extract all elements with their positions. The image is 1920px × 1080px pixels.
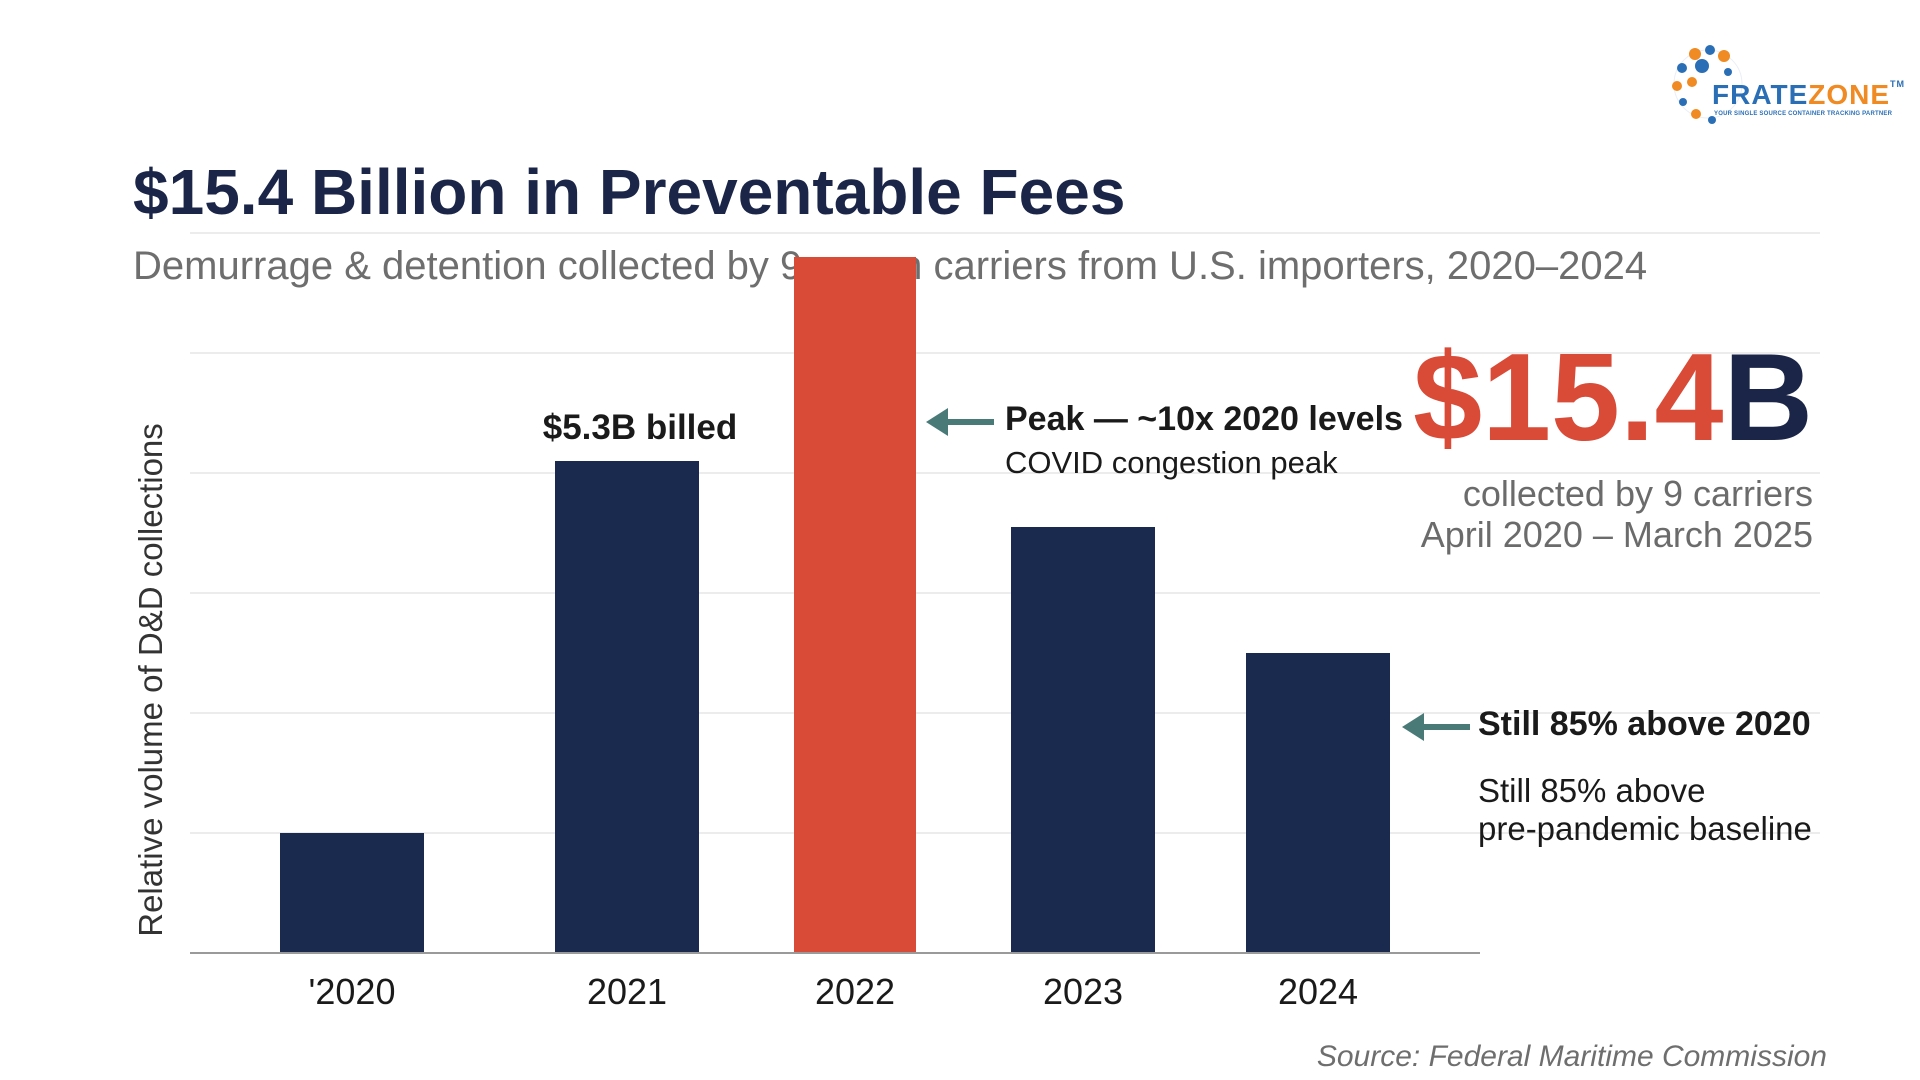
bars [280, 257, 1390, 953]
x-tick-labels: '2020 2021 2022 2023 2024 [309, 971, 1359, 1012]
peak-annotation-subtitle: COVID congestion peak [1005, 445, 1338, 480]
bar-2023 [1011, 527, 1155, 953]
logo-wordmark-part2: ZONE [1808, 79, 1891, 110]
grid-lines [190, 232, 1820, 834]
stat-caption-period: April 2020 – March 2025 [1420, 514, 1813, 555]
still-above-annotation-line1: Still 85% above [1478, 772, 1706, 809]
logo-wordmark-part1: FRATE [1712, 79, 1809, 110]
total-fees-unit: B [1723, 329, 1813, 467]
bar-2021 [555, 461, 699, 953]
fratezone-logo: FRATEZONETM YOUR SINGLE SOURCE CONTAINER… [1668, 34, 1908, 134]
still-above-annotation-line2: pre-pandemic baseline [1478, 810, 1812, 847]
y-axis-label: Relative volume of D&D collections [132, 423, 169, 937]
globe-icon [1672, 45, 1743, 124]
bar-2020 [280, 833, 424, 953]
logo-trademark: TM [1890, 79, 1906, 89]
x-tick-label: 2023 [1043, 971, 1123, 1012]
x-tick-label: '2020 [309, 971, 396, 1012]
still-above-arrow-icon [1402, 713, 1470, 741]
x-tick-label: 2021 [587, 971, 667, 1012]
total-fees-stat: $15.4B [1413, 336, 1813, 460]
still-above-annotation-title: Still 85% above 2020 [1478, 705, 1811, 743]
bar-2022 [794, 257, 916, 953]
total-fees-value: $15.4 [1413, 329, 1724, 467]
bar-2024 [1246, 653, 1390, 953]
x-tick-label: 2022 [815, 971, 895, 1012]
bar-2021-value-label: $5.3B billed [543, 408, 738, 447]
peak-arrow-icon [926, 408, 994, 436]
logo-wordmark: FRATEZONETM [1712, 79, 1905, 111]
source-note: Source: Federal Maritime Commission [1316, 1040, 1827, 1073]
x-tick-label: 2024 [1278, 971, 1358, 1012]
chart-title: $15.4 Billion in Preventable Fees [133, 156, 1126, 228]
logo-tagline: YOUR SINGLE SOURCE CONTAINER TRACKING PA… [1714, 111, 1893, 117]
stat-caption-carriers: collected by 9 carriers [1462, 473, 1813, 514]
peak-annotation-title: Peak — ~10x 2020 levels [1005, 400, 1403, 438]
